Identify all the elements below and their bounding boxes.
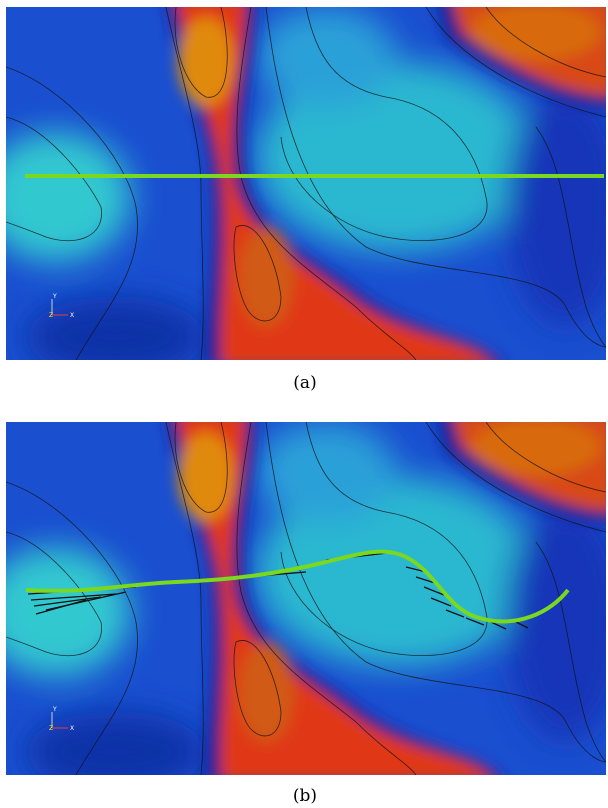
axis-label-y: Y	[52, 706, 57, 713]
axes-triad: Y Z X	[49, 706, 74, 732]
axis-label-z: Z	[49, 725, 53, 732]
panel-b: Y Z X	[0, 412, 608, 792]
axis-label-x: X	[70, 725, 74, 732]
scalar-field	[0, 412, 608, 792]
scalar-field	[0, 0, 608, 377]
caption-b: (b)	[293, 786, 317, 806]
axis-label-y: Y	[52, 293, 57, 300]
caption-a: (a)	[293, 373, 316, 393]
axes-triad: Y Z X	[49, 293, 74, 319]
axis-label-z: Z	[49, 312, 53, 319]
streamline	[25, 549, 570, 624]
axis-label-x: X	[70, 312, 74, 319]
panel-a: Y Z X	[0, 0, 608, 377]
